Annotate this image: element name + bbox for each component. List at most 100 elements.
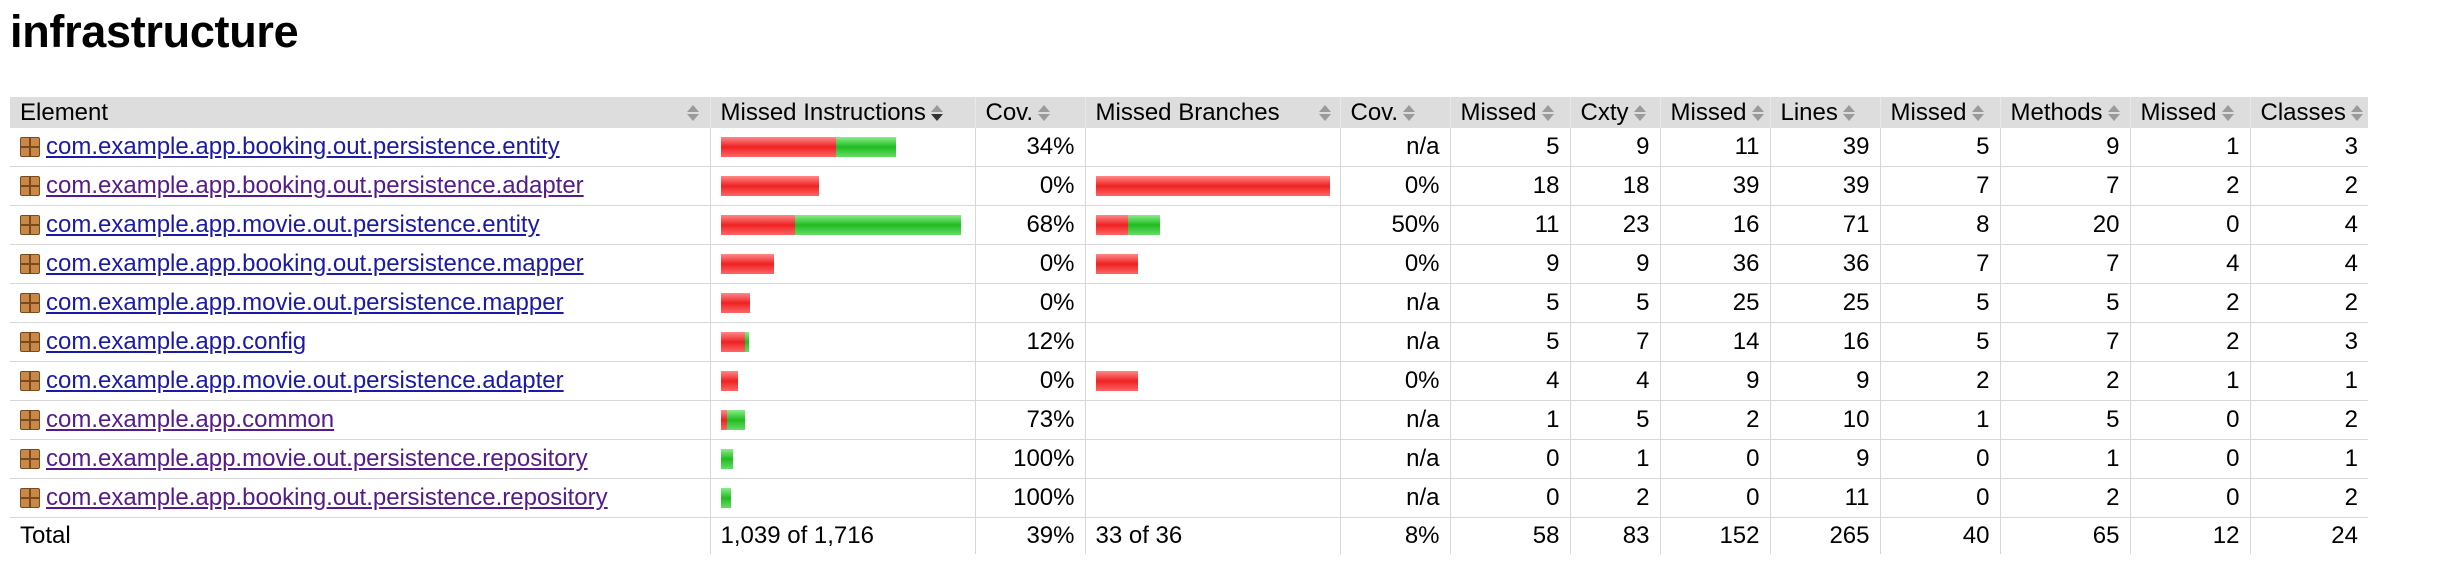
sort-icon	[1633, 104, 1647, 122]
header-missed-instructions[interactable]: Missed Instructions	[709, 97, 975, 128]
package-link[interactable]: com.example.app.config	[46, 328, 307, 355]
missed-branches-bar-cell	[1084, 244, 1340, 284]
total-lines: 265	[1769, 517, 1880, 554]
page-title: infrastructure	[10, 6, 299, 57]
package-link[interactable]: com.example.app.movie.out.persistence.ad…	[46, 367, 564, 394]
lines: 25	[1769, 283, 1880, 323]
methods: 5	[1999, 400, 2130, 440]
lines: 16	[1769, 322, 1880, 362]
package-link[interactable]: com.example.app.common	[46, 406, 335, 433]
missed-classes: 4	[2129, 244, 2250, 284]
missed-classes: 2	[2129, 166, 2250, 206]
missed-lines: 0	[1659, 478, 1770, 518]
sort-icon	[2350, 104, 2364, 122]
total-missed-methods: 40	[1879, 517, 2000, 554]
missed-bar	[720, 293, 750, 313]
element-cell: com.example.app.movie.out.persistence.ad…	[10, 361, 710, 401]
missed-branches-bar-cell	[1084, 128, 1340, 167]
header-classes[interactable]: Classes	[2249, 97, 2368, 128]
sort-desc-icon	[930, 104, 944, 122]
instructions-coverage: 12%	[974, 322, 1085, 362]
instructions-coverage-bar	[720, 176, 965, 196]
header-missed-lines[interactable]: Missed	[1659, 97, 1770, 128]
missed-instructions-bar-cell	[709, 283, 975, 323]
total-methods: 65	[1999, 517, 2130, 554]
package-link[interactable]: com.example.app.booking.out.persistence.…	[46, 172, 584, 199]
complexity: 4	[1569, 361, 1660, 401]
missed-methods: 5	[1879, 322, 2000, 362]
missed-instructions-bar-cell	[709, 361, 975, 401]
missed-methods: 8	[1879, 205, 2000, 245]
sort-icon	[1541, 104, 1555, 122]
methods: 20	[1999, 205, 2130, 245]
missed-bar	[720, 332, 745, 352]
package-icon	[20, 215, 40, 235]
header-branches-coverage[interactable]: Cov.	[1339, 97, 1450, 128]
header-instructions-coverage[interactable]: Cov.	[974, 97, 1085, 128]
branches-coverage-bar	[1096, 293, 1330, 313]
instructions-coverage-bar	[720, 410, 965, 430]
complexity: 7	[1569, 322, 1660, 362]
total-instructions-coverage: 39%	[974, 517, 1085, 554]
missed-instructions-bar-cell	[709, 128, 975, 167]
package-link[interactable]: com.example.app.movie.out.persistence.re…	[46, 445, 588, 472]
sort-icon	[2107, 104, 2121, 122]
total-missed-complexity: 58	[1449, 517, 1570, 554]
branches-coverage: n/a	[1339, 478, 1450, 518]
package-icon	[20, 410, 40, 430]
missed-classes: 0	[2129, 439, 2250, 479]
package-link[interactable]: com.example.app.booking.out.persistence.…	[46, 133, 560, 160]
classes: 3	[2249, 322, 2368, 362]
lines: 71	[1769, 205, 1880, 245]
classes: 3	[2249, 128, 2368, 167]
missed-methods: 5	[1879, 283, 2000, 323]
package-icon	[20, 449, 40, 469]
missed-methods: 2	[1879, 361, 2000, 401]
missed-instructions-bar-cell	[709, 166, 975, 206]
package-link[interactable]: com.example.app.movie.out.persistence.ma…	[46, 289, 564, 316]
element-cell: com.example.app.booking.out.persistence.…	[10, 128, 710, 167]
package-link[interactable]: com.example.app.booking.out.persistence.…	[46, 250, 584, 277]
missed-bar	[1095, 254, 1138, 274]
header-lines[interactable]: Lines	[1769, 97, 1880, 128]
header-missed-classes[interactable]: Missed	[2129, 97, 2250, 128]
missed-methods: 7	[1879, 244, 2000, 284]
missed-bar	[720, 371, 738, 391]
lines: 39	[1769, 166, 1880, 206]
missed-lines: 2	[1659, 400, 1770, 440]
missed-lines: 11	[1659, 128, 1770, 167]
header-missed-methods[interactable]: Missed	[1879, 97, 2000, 128]
total-missed-instructions: 1,039 of 1,716	[709, 517, 975, 554]
header-missed-branches[interactable]: Missed Branches	[1084, 97, 1340, 128]
missed-lines: 9	[1659, 361, 1770, 401]
classes: 2	[2249, 166, 2368, 206]
covered-bar	[726, 410, 745, 430]
header-complexity[interactable]: Cxty	[1569, 97, 1660, 128]
missed-bar	[1095, 215, 1128, 235]
header-cov-label: Cov.	[985, 98, 1034, 126]
table-row: com.example.app.booking.out.persistence.…	[10, 244, 2368, 284]
methods: 7	[1999, 166, 2130, 206]
total-classes: 24	[2249, 517, 2368, 554]
header-lines-label: Lines	[1780, 98, 1838, 126]
total-missed-lines: 152	[1659, 517, 1770, 554]
package-link[interactable]: com.example.app.movie.out.persistence.en…	[46, 211, 540, 238]
total-missed-branches: 33 of 36	[1084, 517, 1340, 554]
missed-instructions-bar-cell	[709, 400, 975, 440]
methods: 7	[1999, 244, 2130, 284]
missed-bar	[1095, 371, 1138, 391]
complexity: 18	[1569, 166, 1660, 206]
header-element[interactable]: Element	[10, 97, 710, 128]
header-missed-complexity[interactable]: Missed	[1449, 97, 1570, 128]
instructions-coverage-bar	[720, 488, 965, 508]
branches-coverage: n/a	[1339, 283, 1450, 323]
element-cell: com.example.app.movie.out.persistence.ma…	[10, 283, 710, 323]
package-icon	[20, 488, 40, 508]
missed-branches-bar-cell	[1084, 322, 1340, 362]
package-icon	[20, 137, 40, 157]
package-link[interactable]: com.example.app.booking.out.persistence.…	[46, 484, 608, 511]
table-row: com.example.app.movie.out.persistence.en…	[10, 205, 2368, 245]
table-row: com.example.app.config 12% n/a 5 7 14 16 5 7 2 3	[10, 322, 2368, 362]
header-methods[interactable]: Methods	[1999, 97, 2130, 128]
instructions-coverage: 100%	[974, 478, 1085, 518]
